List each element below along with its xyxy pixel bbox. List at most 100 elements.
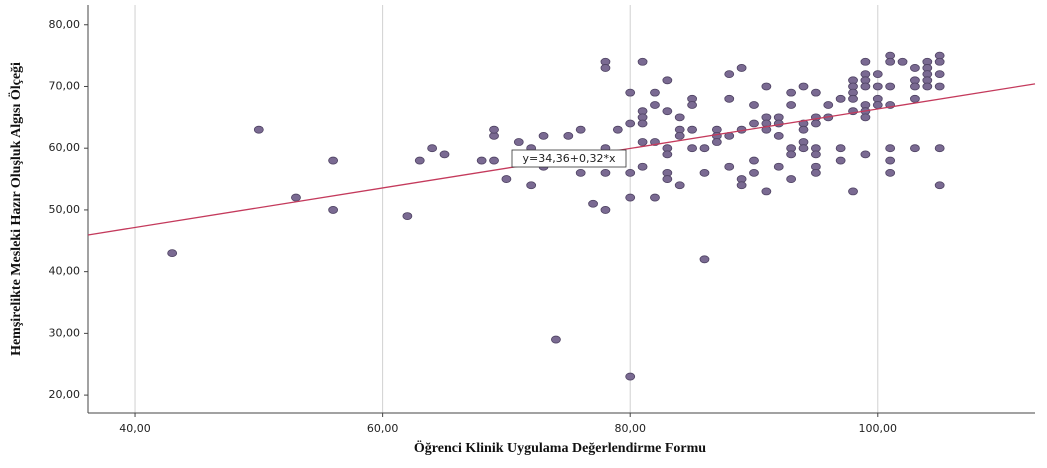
point [687, 101, 697, 109]
point [600, 206, 611, 214]
point [860, 150, 871, 159]
point [699, 255, 710, 264]
point [501, 175, 512, 183]
x-tick-label: 100,00 [859, 422, 898, 435]
point [575, 125, 586, 134]
x-tick-label: 40,00 [119, 422, 151, 435]
point [736, 181, 747, 190]
point [563, 131, 574, 140]
point [835, 94, 846, 103]
point [662, 76, 673, 85]
point [650, 101, 660, 109]
point [600, 64, 611, 72]
point [736, 64, 747, 72]
point [922, 82, 933, 91]
point [662, 150, 673, 159]
point [637, 57, 648, 66]
point [910, 82, 920, 91]
point [414, 156, 425, 165]
point [749, 119, 759, 128]
x-tick-label: 60,00 [367, 422, 399, 435]
point [761, 82, 772, 91]
point [650, 193, 660, 202]
point [860, 57, 871, 66]
point [798, 144, 809, 153]
y-tick-label: 80,00 [49, 18, 81, 31]
point [674, 131, 685, 140]
point [872, 101, 883, 109]
y-tick-label: 20,00 [49, 388, 81, 401]
point [835, 156, 846, 165]
point [786, 101, 797, 109]
point [885, 82, 896, 91]
point [489, 125, 499, 134]
point [476, 156, 487, 165]
point [934, 70, 945, 79]
point [860, 82, 871, 91]
point [674, 113, 685, 122]
point [674, 181, 685, 190]
point [699, 168, 710, 177]
point [724, 162, 735, 171]
point [687, 144, 697, 153]
fit-label: y=34,36+0,32*x [523, 152, 616, 165]
x-tick-label: 80,00 [614, 422, 646, 435]
point [749, 156, 759, 165]
point [711, 138, 722, 146]
point [489, 156, 499, 165]
point [848, 94, 858, 103]
point [872, 70, 883, 79]
point [612, 125, 623, 134]
point [885, 156, 896, 165]
point [810, 168, 821, 177]
point [934, 144, 945, 153]
point [625, 168, 636, 177]
point [848, 187, 858, 196]
point [798, 82, 809, 91]
point [910, 64, 920, 72]
y-tick-label: 50,00 [49, 203, 81, 216]
point [427, 144, 438, 153]
point [823, 101, 834, 109]
point [872, 82, 883, 91]
point [934, 57, 945, 66]
point [810, 119, 821, 128]
point [786, 88, 797, 97]
point [699, 144, 710, 153]
point [773, 131, 784, 140]
point [860, 113, 871, 122]
y-tick-label: 60,00 [49, 141, 81, 154]
point [786, 150, 797, 159]
point [724, 70, 735, 79]
point [291, 193, 301, 202]
point [513, 138, 524, 146]
point [538, 131, 549, 140]
point [662, 175, 673, 183]
point [910, 94, 920, 103]
point [328, 206, 339, 214]
point [625, 88, 636, 97]
point [749, 168, 759, 177]
point [798, 125, 809, 134]
point [637, 162, 648, 171]
point [328, 156, 339, 165]
point [885, 57, 896, 66]
point [773, 162, 784, 171]
point [600, 168, 611, 177]
point [588, 199, 598, 208]
point [650, 88, 660, 97]
point [551, 335, 561, 344]
point [910, 144, 920, 153]
y-tick-label: 30,00 [49, 326, 81, 339]
y-tick-label: 40,00 [49, 265, 81, 278]
points [167, 51, 945, 381]
point [934, 82, 945, 91]
point [786, 175, 797, 183]
point [761, 187, 772, 196]
point [167, 249, 178, 258]
point [749, 101, 759, 109]
point [810, 150, 821, 159]
point [253, 125, 264, 134]
